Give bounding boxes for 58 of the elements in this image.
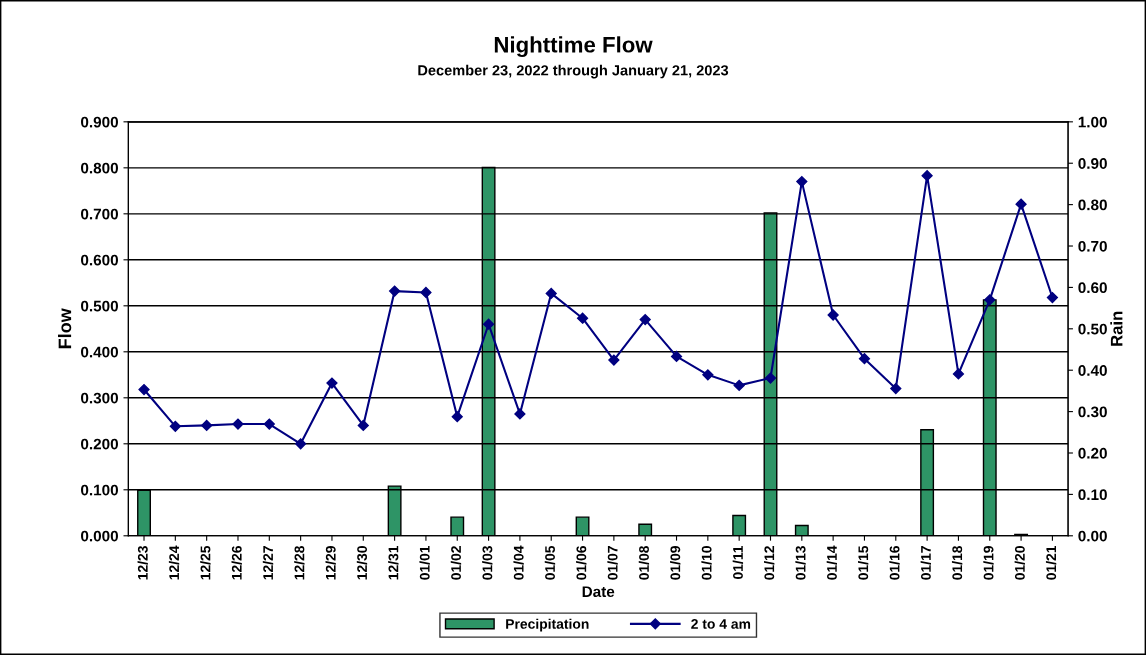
x-tick-label: 01/10 (701, 546, 712, 580)
x-tick-label: 01/07 (607, 546, 618, 580)
chart-subtitle: December 23, 2022 through January 21, 2023 (418, 64, 729, 79)
x-tick-label: 12/26 (231, 546, 242, 580)
x-tick-label: 01/21 (1045, 545, 1057, 580)
legend-label: 2 to 4 am (691, 619, 751, 629)
x-tick-label: 01/01 (419, 545, 430, 580)
y2-tick-label: 0.40 (1078, 365, 1107, 376)
y-tick-label: 0.400 (81, 346, 119, 358)
y-tick-label: 0.200 (81, 438, 119, 450)
y2-axis-title: Rain (1110, 311, 1123, 346)
y2-tick-label: 0.90 (1078, 158, 1107, 169)
x-tick-label: 01/17 (920, 546, 931, 580)
chart-title: Nighttime Flow (494, 36, 653, 58)
y-tick-label: 0.800 (81, 162, 119, 174)
x-tick-label: 12/27 (262, 546, 274, 580)
x-tick-label: 01/06 (576, 546, 587, 580)
x-tick-label: 01/03 (482, 546, 493, 580)
y2-tick-label: 1.00 (1078, 116, 1107, 128)
y2-tick-label: 0.70 (1078, 240, 1107, 252)
y2-tick-label: 0.50 (1078, 323, 1107, 335)
x-tick-label: 12/30 (356, 546, 368, 580)
x-tick-label: 01/20 (1014, 546, 1025, 580)
legend-label: Precipitation (506, 618, 589, 632)
x-tick-label: 01/12 (764, 546, 775, 580)
y2-tick-label: 0.30 (1078, 406, 1107, 418)
x-tick-label: 12/24 (168, 545, 180, 580)
x-tick-label: 01/14 (826, 545, 838, 580)
y-tick-label: 0.300 (81, 392, 119, 404)
x-tick-label: 01/09 (670, 546, 681, 580)
x-tick-label: 12/28 (294, 545, 305, 580)
x-tick-label: 01/05 (544, 545, 556, 580)
x-tick-label: 12/29 (325, 546, 336, 580)
y2-tick-label: 0.00 (1078, 530, 1107, 542)
x-axis-title: Date (582, 586, 615, 598)
y2-tick-label: 0.80 (1078, 199, 1107, 211)
y2-tick-label: 0.20 (1078, 447, 1107, 459)
x-tick-label: 12/25 (200, 545, 211, 580)
x-tick-label: 01/18 (951, 545, 963, 580)
x-tick-label: 01/16 (889, 546, 900, 580)
y-tick-label: 0.700 (81, 208, 119, 220)
x-tick-label: 01/19 (983, 546, 994, 580)
x-tick-label: 01/13 (795, 546, 806, 580)
y-tick-label: 0.900 (81, 116, 119, 128)
x-tick-label: 01/15 (857, 545, 869, 580)
y-tick-label: 0.100 (81, 484, 119, 496)
x-tick-label: 12/23 (137, 546, 148, 580)
x-tick-label: 01/02 (450, 546, 462, 580)
y-axis-title: Flow (58, 308, 72, 349)
y2-tick-label: 0.60 (1078, 282, 1107, 294)
x-tick-label: 01/11 (732, 545, 744, 579)
x-tick-label: 01/04 (513, 545, 524, 580)
x-tick-label: 01/08 (638, 545, 650, 580)
y-tick-label: 0.500 (81, 300, 119, 312)
y-tick-label: 0.000 (81, 530, 119, 542)
y2-tick-label: 0.10 (1078, 489, 1107, 501)
x-tick-label: 12/31 (388, 545, 399, 580)
y-tick-label: 0.600 (81, 254, 119, 266)
